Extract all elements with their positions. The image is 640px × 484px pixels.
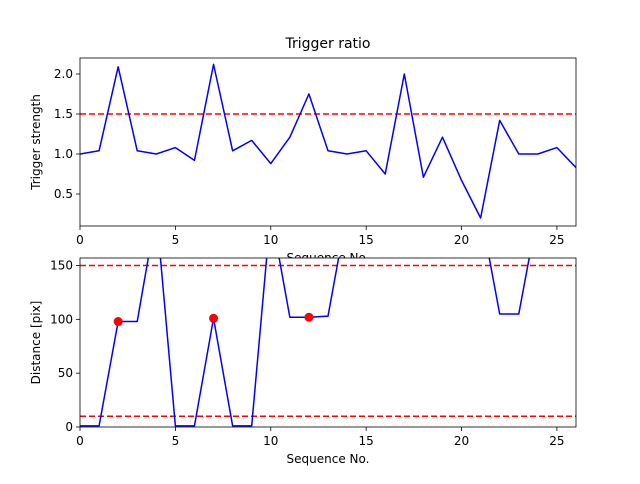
y-tick-label: 150 xyxy=(50,259,73,273)
marker-point-3 xyxy=(304,312,314,322)
x-tick-label: 0 xyxy=(76,434,84,448)
x-tick-label: 10 xyxy=(263,233,278,247)
x-tick-label: 20 xyxy=(454,233,469,247)
subplot-2-background xyxy=(80,258,576,427)
x-tick-label: 5 xyxy=(172,233,180,247)
series-line-1 xyxy=(80,63,576,219)
x-tick-label: 25 xyxy=(549,233,564,247)
y-tick-label: 100 xyxy=(50,312,73,326)
marker-point-2 xyxy=(209,313,219,323)
axes-frame xyxy=(79,57,577,227)
y-tick-label: 50 xyxy=(58,366,73,380)
y-tick-label: 1.0 xyxy=(54,147,73,161)
y-axis-label: Trigger strength xyxy=(29,94,43,191)
y-tick-label: 0.5 xyxy=(54,187,73,201)
plot-area xyxy=(80,63,576,219)
y-tick-label: 2.0 xyxy=(54,67,73,81)
x-tick-label: 0 xyxy=(76,233,84,247)
axes-frame xyxy=(79,257,577,428)
subplot-2: 0 5 10 15 20 25 0 50 100 150 Sequence No. Distance … xyxy=(29,257,577,466)
y-axis-label: Distance [pix] xyxy=(29,301,43,385)
marker-point-1 xyxy=(113,317,123,327)
x-tick-label: 5 xyxy=(172,434,180,448)
plot-area xyxy=(80,258,576,427)
x-tick-label: 15 xyxy=(359,233,374,247)
chart-title: Trigger ratio xyxy=(284,36,370,52)
y-tick-label: 0 xyxy=(65,420,73,434)
x-tick-label: 10 xyxy=(263,434,278,448)
series-line-1 xyxy=(80,258,530,427)
x-tick-label: 20 xyxy=(454,434,469,448)
x-tick-label: 25 xyxy=(549,434,564,448)
y-tick-label: 1.5 xyxy=(54,107,73,121)
x-tick-label: 15 xyxy=(359,434,374,448)
x-axis-label: Sequence No. xyxy=(287,452,370,466)
